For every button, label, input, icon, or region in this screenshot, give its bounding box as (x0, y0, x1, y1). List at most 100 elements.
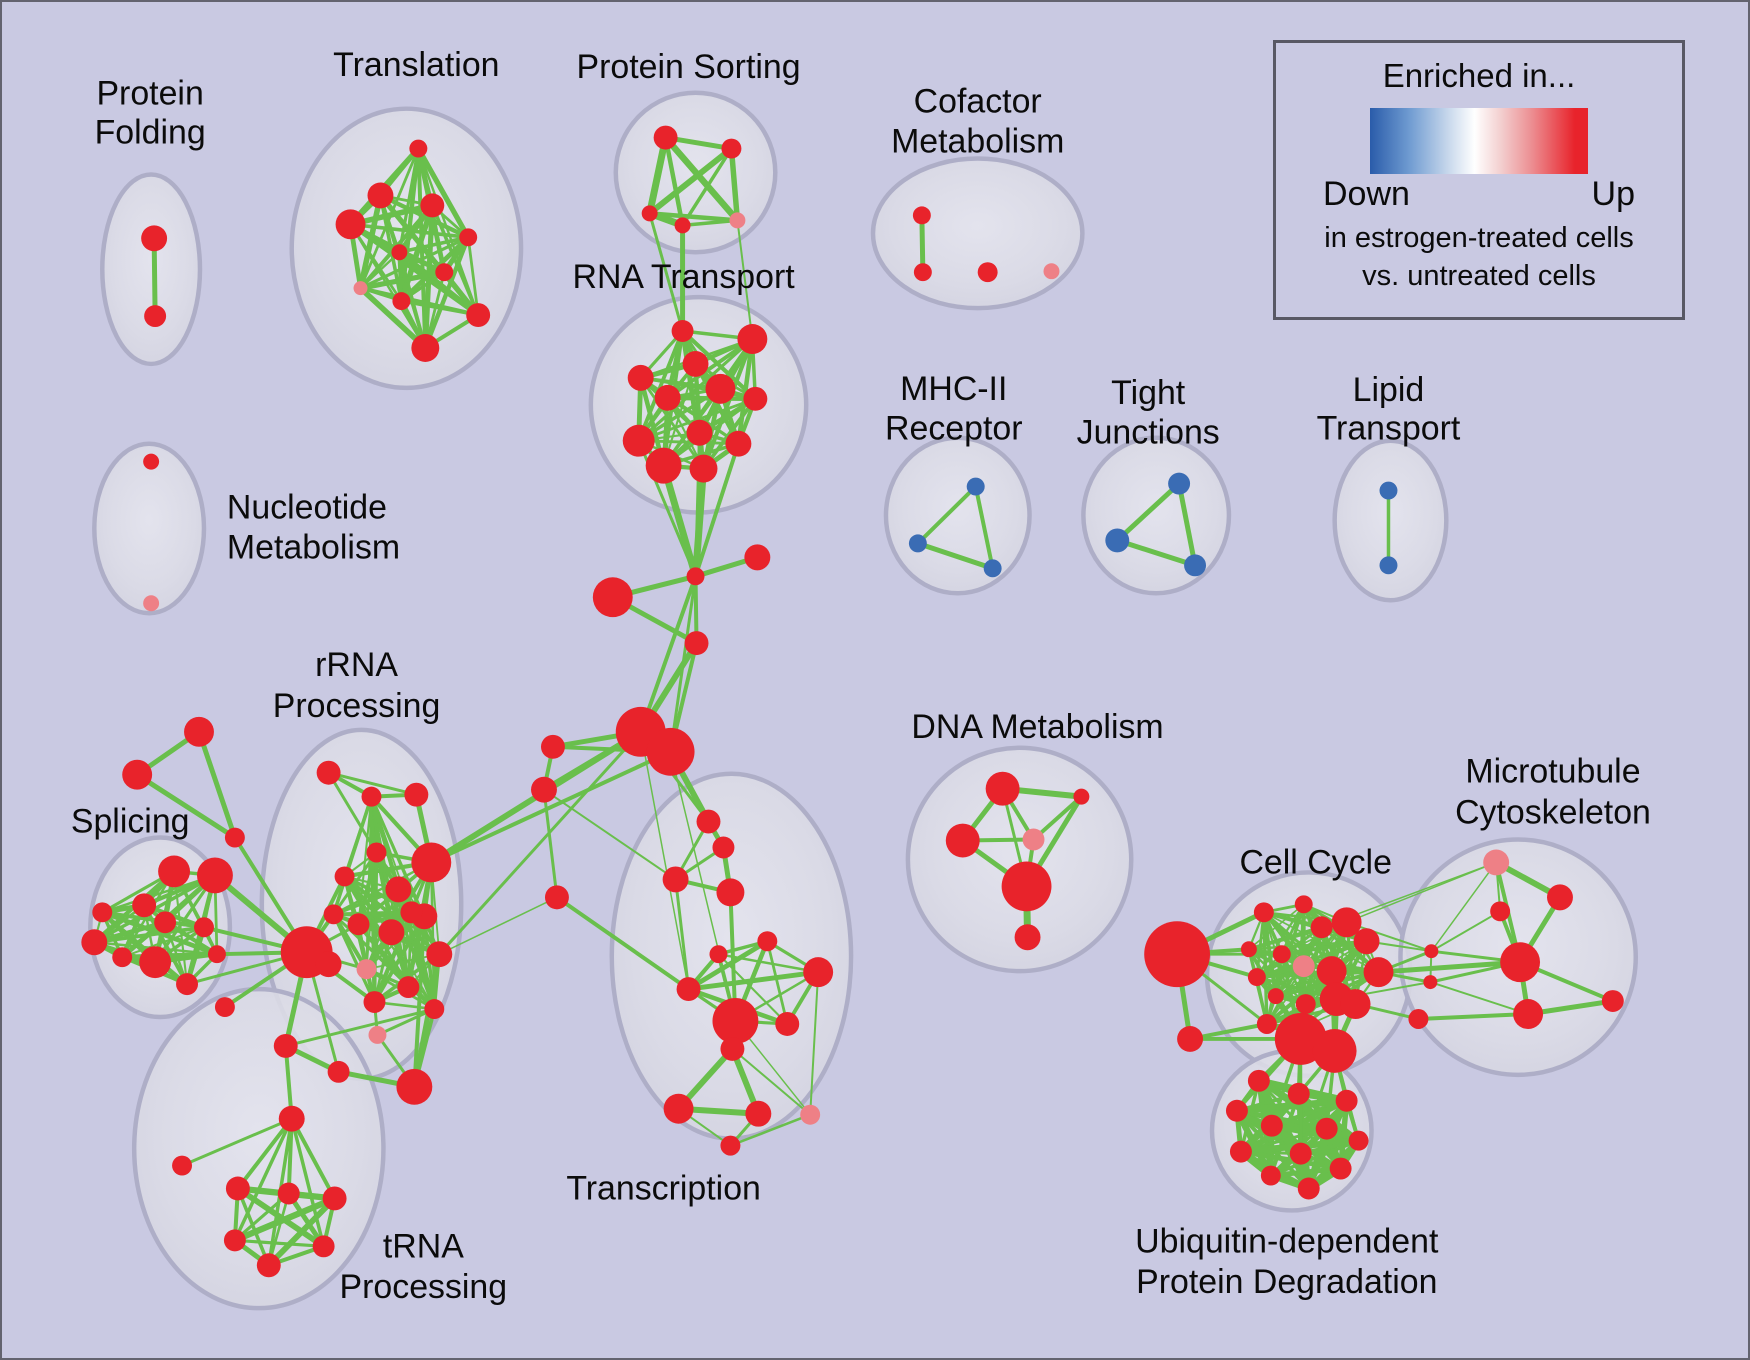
node-cf2 (913, 263, 932, 282)
node-ccL (1144, 921, 1211, 988)
node-rt8 (686, 419, 713, 446)
node-rr11 (378, 919, 405, 946)
node-t3 (335, 209, 366, 240)
node-c3 (1408, 1009, 1429, 1029)
node-tc9 (712, 998, 759, 1044)
node-ccBL (1177, 1025, 1204, 1052)
edge (555, 896, 737, 1023)
node-cf3 (977, 262, 998, 283)
node-tc14 (800, 1104, 821, 1125)
cluster-protein-folding (100, 172, 203, 367)
edge (396, 249, 481, 318)
legend-gradient-bar (1370, 108, 1588, 174)
edge (1268, 1166, 1344, 1179)
node-ps4 (674, 217, 691, 234)
edge (412, 914, 427, 1089)
node-c1 (1424, 944, 1439, 959)
node-tj1 (1168, 472, 1191, 495)
node-tr1 (225, 1176, 250, 1201)
node-rt5 (654, 384, 681, 411)
edge (542, 788, 677, 881)
label-dna-metabolism-line1: DNA Metabolism (911, 708, 1163, 746)
node-tc3 (662, 866, 689, 893)
edge (375, 1007, 436, 1037)
node-rt10 (725, 430, 752, 457)
edge (359, 251, 401, 290)
node-tc7 (676, 977, 701, 1002)
node-ps2 (721, 138, 742, 159)
node-s4 (92, 902, 113, 923)
edge (915, 484, 978, 546)
edge (284, 1007, 436, 1048)
node-cc11 (1267, 988, 1284, 1005)
node-ccG2 (1312, 1028, 1357, 1073)
node-pk1 (356, 959, 377, 980)
edge (236, 1186, 271, 1268)
label-protein-folding-line2: Folding (95, 114, 206, 152)
edge (357, 192, 384, 291)
edge (680, 146, 734, 228)
node-ra2 (122, 759, 153, 790)
node-gl2 (531, 776, 557, 803)
node-rr9 (323, 904, 344, 925)
node-tc6 (709, 945, 728, 964)
node-t2 (367, 182, 394, 209)
edge (1345, 861, 1497, 924)
node-tj3 (1184, 554, 1207, 577)
node-rc1 (544, 885, 569, 910)
legend-ends-row: Down Up (1323, 175, 1635, 214)
cluster-cofactor-metabolism (870, 156, 1085, 311)
edge (638, 574, 698, 734)
edge (265, 1195, 338, 1269)
label-tight-junctions-line2: Junctions (1077, 414, 1220, 452)
edge (231, 1195, 338, 1244)
label-cell-cycle-line1: Cell Cycle (1239, 843, 1391, 881)
node-s1 (158, 855, 191, 888)
edge (1376, 959, 1523, 975)
cluster-lipid-transport (1332, 438, 1449, 603)
edge (809, 971, 820, 1116)
node-j4 (684, 631, 709, 656)
label-nucleotide-metabolism-line2: Metabolism (227, 528, 400, 566)
edge (662, 134, 741, 224)
label-translation-line1: Translation (333, 46, 499, 84)
node-cc2 (1294, 895, 1313, 914)
node-tc15 (720, 1135, 741, 1156)
node-mt1 (1547, 884, 1573, 911)
node-t1 (409, 139, 428, 158)
edge (1429, 981, 1530, 1016)
node-ub9 (1289, 1142, 1312, 1165)
node-s11 (207, 945, 226, 964)
node-th (278, 1105, 305, 1132)
node-nm1 (143, 453, 160, 470)
label-microtubule-cytoskeleton-line1: Microtubule (1465, 753, 1640, 791)
node-s10 (176, 973, 198, 996)
edge (1279, 939, 1369, 957)
node-cc7 (1272, 945, 1291, 964)
node-ub6 (1315, 1117, 1338, 1140)
label-rna-transport-line1: RNA Transport (572, 258, 795, 296)
node-cc9 (1363, 957, 1394, 988)
node-cc3 (1310, 916, 1333, 939)
node-tc10 (775, 1012, 800, 1036)
node-s7 (81, 929, 108, 956)
edge (1416, 1012, 1531, 1021)
node-gl1 (540, 734, 565, 759)
node-s8 (112, 947, 133, 968)
edge (686, 969, 821, 992)
node-mt3 (1513, 999, 1544, 1029)
node-ub1 (1247, 1069, 1270, 1092)
node-t9 (392, 292, 411, 311)
node-ps5 (729, 212, 746, 229)
node-lp2 (1379, 556, 1398, 575)
node-tr5 (312, 1235, 335, 1258)
node-tr3 (322, 1186, 347, 1211)
edge (919, 212, 926, 275)
node-layer (81, 125, 1624, 1278)
edge (717, 952, 820, 974)
node-t6 (391, 244, 408, 261)
edge (331, 912, 369, 972)
legend-title: Enriched in... (1382, 57, 1576, 94)
node-c2 (1423, 975, 1438, 990)
